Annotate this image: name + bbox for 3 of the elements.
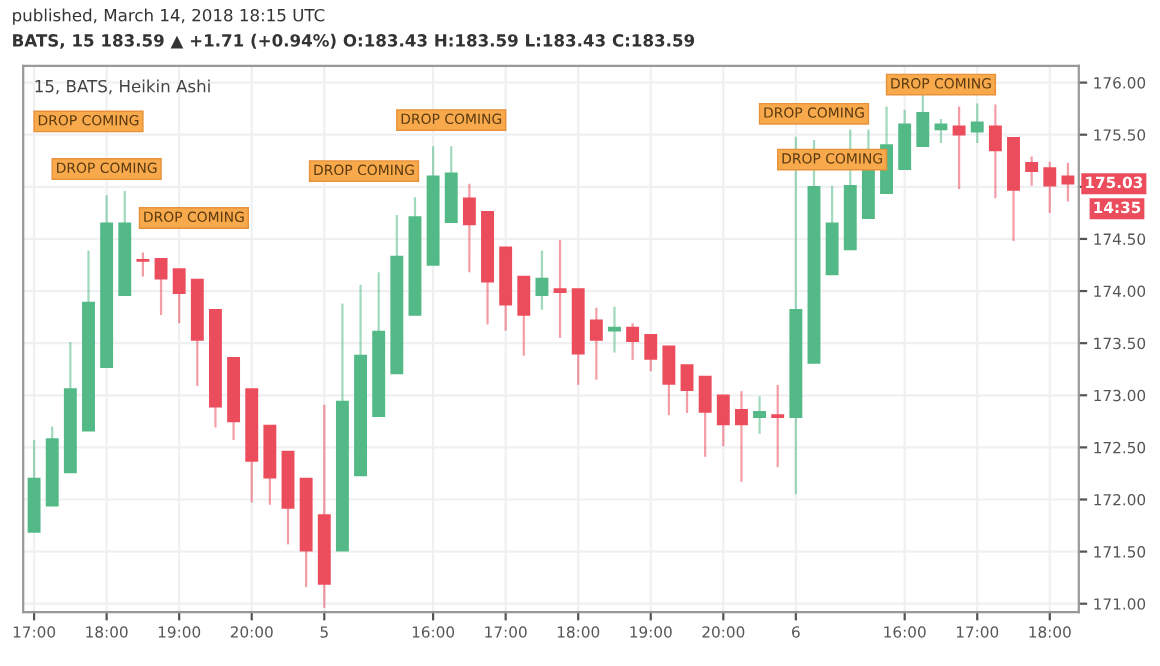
text: published, March 14, 2018 18:15 UTC [13,8,325,25]
chart-subtitle: BATS, 15 183.59 ▲ +1.71 (+0.94%) O:183.43 H:183.59 L:183.43 C:183.59 [13,33,695,49]
text: 15, BATS, Heikin Ashi [35,79,210,95]
